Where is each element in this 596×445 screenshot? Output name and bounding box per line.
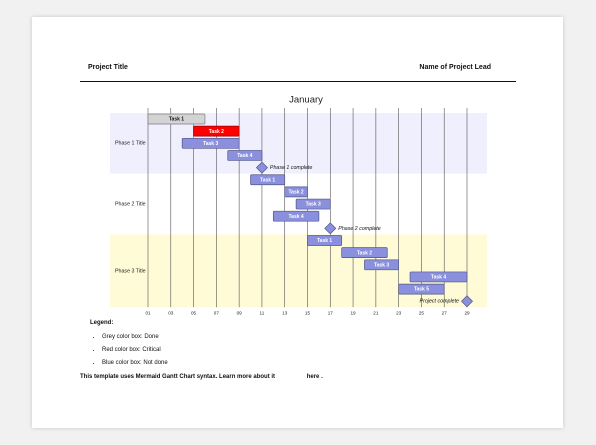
x-tick-label: 27 <box>442 310 448 315</box>
task-bar <box>193 125 240 137</box>
task-bar <box>250 174 286 186</box>
project-title: Project Title <box>88 64 128 71</box>
task-label: Task 3 <box>374 262 389 268</box>
task-label: Task 3 <box>306 202 321 208</box>
task-bar <box>147 113 206 125</box>
section-label: Phase 1 Title <box>115 141 146 147</box>
x-tick-label: 15 <box>305 310 311 315</box>
milestone <box>255 161 268 174</box>
task-label: Task 5 <box>414 287 429 293</box>
x-tick-label: 11 <box>260 310 265 315</box>
milestone-label: Phase 2 complete <box>338 226 380 232</box>
milestone <box>461 295 473 308</box>
x-tick-label: 29 <box>464 310 470 315</box>
legend-list: Grey color box: Done Red color box: Crit… <box>90 334 168 366</box>
task-bar <box>284 186 308 198</box>
legend: Legend: Grey color box: Done Red color b… <box>90 320 168 373</box>
task-label: Task 2 <box>289 190 304 196</box>
task-label: Task 4 <box>289 214 304 220</box>
milestone-label: Phase 1 complete <box>270 165 312 171</box>
task-bar <box>364 259 399 271</box>
footer-text: This template uses Mermaid Gantt Chart s… <box>80 374 276 380</box>
task-label: Task 4 <box>237 153 252 159</box>
section-label: Phase 2 Title <box>115 201 146 207</box>
task-label: Task 4 <box>431 275 446 281</box>
x-tick-label: 01 <box>145 310 151 315</box>
x-tick-label: 25 <box>419 310 425 315</box>
x-tick-label: 19 <box>351 310 357 315</box>
footer: This template uses Mermaid Gantt Chart s… <box>80 374 323 380</box>
legend-title: Legend: <box>90 320 114 326</box>
task-label: Task 2 <box>357 250 372 256</box>
header-rule <box>80 81 516 82</box>
task-bar <box>341 247 388 258</box>
milestone-label: Project complete <box>420 299 460 305</box>
x-tick-label: 21 <box>373 310 379 315</box>
legend-item: Blue color box: Not done <box>102 360 168 366</box>
footer-link[interactable]: here <box>306 374 320 380</box>
task-bar <box>227 150 263 161</box>
task-label: Task 1 <box>169 117 184 123</box>
chart-title: January <box>289 95 323 106</box>
task-label: Task 1 <box>260 177 275 183</box>
project-lead: Name of Project Lead <box>419 64 491 71</box>
task-label: Task 1 <box>317 238 332 244</box>
x-tick-label: 23 <box>396 310 402 315</box>
section-bands <box>110 113 487 308</box>
footer-end: . <box>321 374 323 380</box>
x-tick-label: 17 <box>328 310 334 315</box>
section-label: Phase 3 Title <box>115 268 146 274</box>
task-bar <box>181 137 240 149</box>
task-label: Task 3 <box>203 141 218 147</box>
legend-item: Red color box: Critical <box>102 347 168 353</box>
x-tick-label: 13 <box>282 310 288 315</box>
task-bar <box>307 235 343 246</box>
x-tick-label: 03 <box>168 310 174 315</box>
task-label: Task 2 <box>209 129 224 135</box>
x-tick-label: 07 <box>214 310 220 315</box>
task-bar <box>295 198 331 210</box>
task-bar <box>398 283 445 295</box>
milestone <box>324 222 337 235</box>
x-tick-label: 05 <box>191 310 197 315</box>
x-tick-label: 09 <box>237 310 243 315</box>
task-bar <box>272 210 320 222</box>
section-band <box>110 234 487 308</box>
legend-item: Grey color box: Done <box>102 334 168 340</box>
task-bar <box>409 271 468 283</box>
